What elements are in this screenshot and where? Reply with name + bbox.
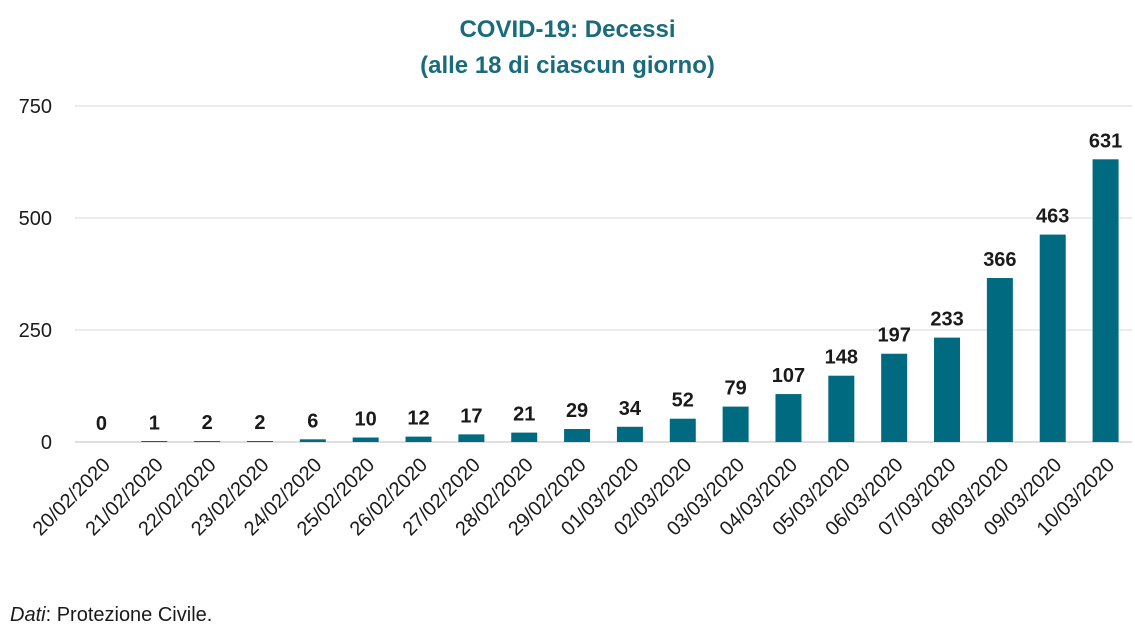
data-label: 197 [877, 325, 910, 347]
y-tick-label: 250 [19, 320, 52, 342]
source-prefix: Dati [10, 604, 46, 626]
bar [828, 375, 855, 442]
bar [881, 353, 908, 442]
bar [511, 432, 538, 442]
bar [141, 441, 168, 442]
data-label: 463 [1036, 206, 1069, 228]
chart-title-block: COVID-19: Decessi (alle 18 di ciascun gi… [0, 12, 1135, 84]
bar [194, 441, 221, 442]
y-tick-label: 750 [19, 96, 52, 118]
bar [564, 429, 591, 442]
bars [141, 159, 1119, 442]
bar [616, 426, 643, 442]
data-label: 107 [772, 365, 805, 387]
source-text: : Protezione Civile. [45, 604, 213, 626]
data-label: 52 [672, 390, 694, 412]
bar [934, 337, 961, 442]
data-label: 366 [983, 249, 1016, 271]
bar [1039, 234, 1066, 442]
data-label: 631 [1089, 130, 1122, 152]
data-label: 10 [355, 409, 377, 431]
data-label: 21 [513, 404, 535, 426]
chart-subtitle: (alle 18 di ciascun giorno) [420, 52, 715, 79]
bar [775, 394, 802, 442]
data-label: 2 [202, 412, 213, 434]
data-label: 1 [149, 413, 160, 435]
bar [722, 406, 749, 442]
data-labels: 0 1 2 2 6 10 12 17 21 29 34 52791071481972333664636… [96, 130, 1122, 435]
bar [352, 437, 379, 442]
data-label: 233 [930, 309, 963, 331]
grid-lines [75, 105, 1132, 443]
x-axis-ticks: 20/02/202021/02/202022/02/202023/02/2020… [29, 454, 1119, 540]
bar [405, 436, 432, 442]
y-tick-label: 0 [41, 432, 52, 454]
y-tick-label: 500 [19, 208, 52, 230]
data-label: 2 [254, 412, 265, 434]
data-label: 12 [407, 408, 429, 430]
bar [246, 441, 273, 442]
data-label: 34 [619, 398, 642, 420]
data-label: 17 [460, 405, 482, 427]
bar [299, 439, 326, 442]
bar [458, 434, 485, 442]
bar [669, 418, 696, 442]
bar [1092, 159, 1119, 442]
y-axis-ticks: 0 250 500 750 [19, 96, 52, 454]
data-label: 6 [307, 410, 318, 432]
chart-title: COVID-19: Decessi [459, 16, 676, 43]
data-label: 148 [825, 347, 858, 369]
data-label: 29 [566, 400, 588, 422]
data-source: Dati: Protezione Civile. [10, 604, 212, 627]
data-label: 79 [725, 378, 747, 400]
data-label: 0 [96, 413, 107, 435]
bar [986, 278, 1013, 442]
